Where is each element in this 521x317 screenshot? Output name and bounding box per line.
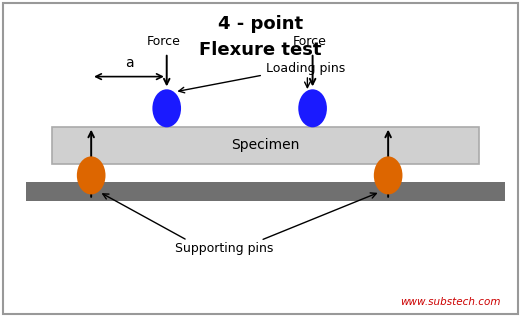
Ellipse shape <box>298 89 327 127</box>
Bar <box>26 182 505 201</box>
Text: www.substech.com: www.substech.com <box>400 297 500 307</box>
Ellipse shape <box>374 156 403 194</box>
Text: Loading pins: Loading pins <box>266 62 345 75</box>
Text: Specimen: Specimen <box>231 138 300 152</box>
Text: Supporting pins: Supporting pins <box>175 242 273 255</box>
Text: 4 - point: 4 - point <box>218 15 303 33</box>
Ellipse shape <box>153 89 181 127</box>
Text: a: a <box>125 56 133 70</box>
Text: Force: Force <box>147 35 181 48</box>
Text: Force: Force <box>293 35 327 48</box>
Text: Flexure test: Flexure test <box>199 41 322 59</box>
Ellipse shape <box>77 156 105 194</box>
Bar <box>52 127 479 164</box>
